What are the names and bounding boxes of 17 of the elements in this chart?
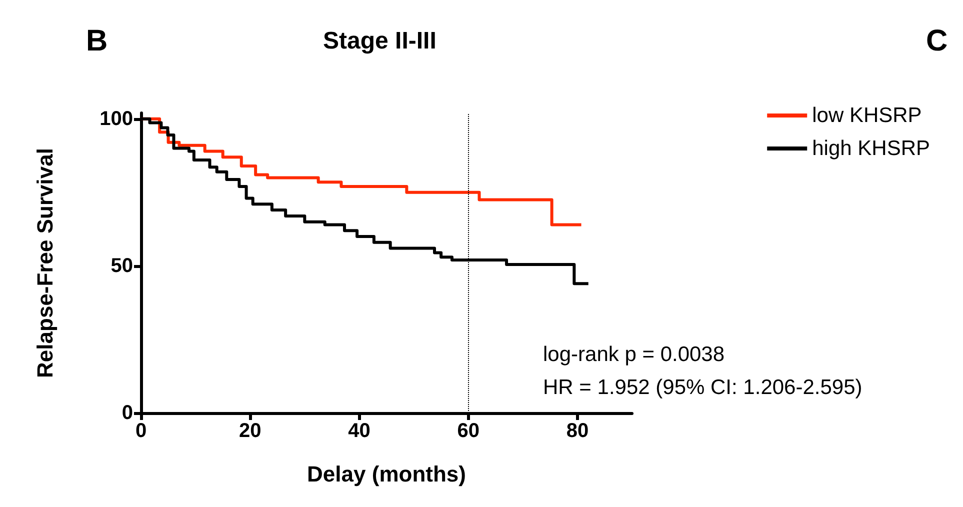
y-tick-label: 0: [122, 402, 133, 424]
y-tick-label: 100: [100, 108, 133, 130]
y-axis-title: Relapse-Free Survival: [32, 148, 58, 378]
chart-title: Stage II-III: [323, 28, 436, 54]
x-axis-title: Delay (months): [307, 462, 466, 486]
annotation: log-rank p = 0.0038: [543, 343, 725, 366]
legend-label: high KHSRP: [812, 137, 930, 160]
x-tick-label: 60: [457, 420, 480, 442]
annotation: HR = 1.952 (95% CI: 1.206-2.595): [543, 376, 862, 399]
x-tick-label: 0: [135, 420, 147, 442]
y-tick-label: 50: [110, 254, 133, 277]
legend-label: low KHSRP: [812, 104, 922, 127]
x-tick-label: 40: [348, 420, 370, 442]
x-tick-label: 80: [566, 420, 589, 442]
text: B: [86, 24, 108, 58]
text: C: [926, 24, 948, 58]
x-tick-label: 20: [238, 420, 262, 442]
